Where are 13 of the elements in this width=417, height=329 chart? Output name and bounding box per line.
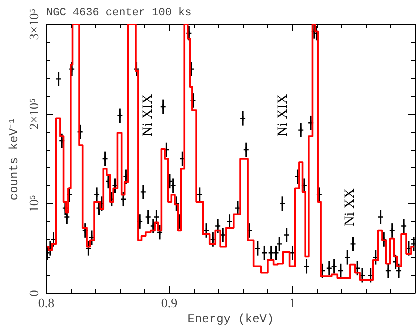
y-tick-label: 2×10⁵ [26,98,42,130]
y-tick-label: 3×10⁵ [26,8,42,40]
x-tick-label: 1 [289,296,296,310]
y-axis-title: counts keV⁻¹ [8,117,22,201]
annotation: Ni XIX [141,94,156,137]
x-tick-label: 0.9 [161,296,178,310]
chart-title: NGC 4636 center 100 ks [46,8,192,20]
y-tick-label: 10⁵ [26,195,42,213]
annotation: Ni XX [343,188,358,226]
x-tick-label: 0.8 [38,296,55,310]
x-axis-title: Energy (keV) [188,312,274,326]
annotation: Ni XIX [276,94,291,137]
y-tick-label: 0 [26,290,42,297]
